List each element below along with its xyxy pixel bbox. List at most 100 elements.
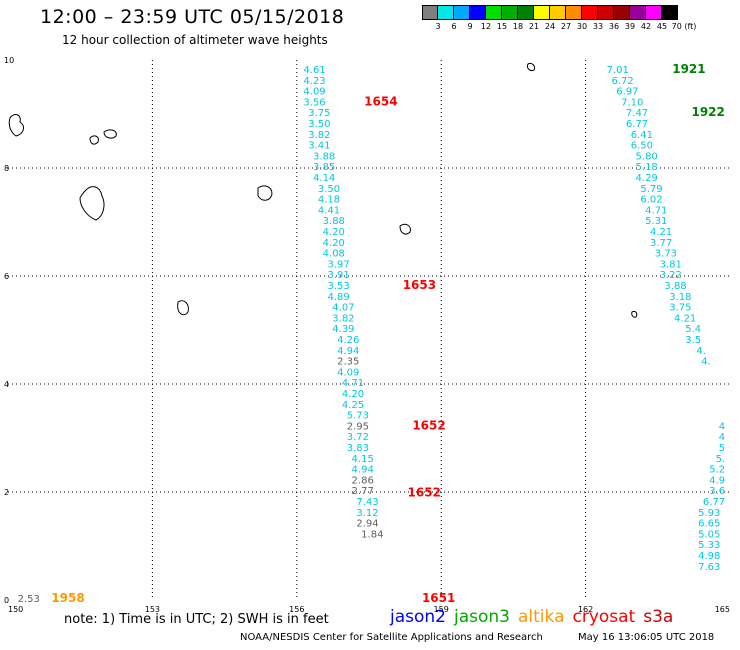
- wave-height-value: 5.: [716, 454, 726, 465]
- wave-height-value: 4.94: [352, 465, 374, 476]
- legend-swatch: [582, 5, 598, 20]
- x-tick-label: 153: [145, 605, 160, 614]
- legend-swatch: [550, 5, 566, 20]
- island-outline: [631, 311, 638, 318]
- wave-height-value: 6.41: [631, 130, 653, 141]
- island-outline: [177, 300, 189, 316]
- mission-jason3: jason3: [454, 607, 510, 627]
- mission-s3a: s3a: [643, 607, 674, 627]
- legend-swatch: [502, 5, 518, 20]
- legend-swatch: [662, 5, 678, 20]
- wave-height-value: 2.53: [18, 594, 40, 605]
- pass-time-labels: 1654 1653 1652 1652 1651 1921 1922 1958: [51, 62, 725, 605]
- wave-height-value: 5.2: [709, 465, 725, 476]
- island-outline: [89, 135, 99, 145]
- wave-height-value: 4.09: [303, 87, 325, 98]
- x-tick-label: 156: [289, 605, 304, 614]
- wave-height-value: 5.79: [640, 184, 662, 195]
- mission-jason2: jason2: [390, 607, 446, 627]
- wave-height-value: 6.02: [640, 195, 662, 206]
- color-scale-labels: 3 6 9 12 15 18 21 24 27 30 33 36 39 42 45 70 (ft): [422, 22, 740, 34]
- wave-height-value: 5.05: [698, 529, 720, 540]
- wave-height-value: 4.15: [352, 454, 374, 465]
- mission-cryosat: cryosat: [572, 607, 636, 627]
- x-tick-label: 159: [434, 605, 449, 614]
- wave-height-value: 4.20: [342, 389, 364, 400]
- wave-height-value: 3.82: [332, 313, 354, 324]
- axis-tick-labels: 150 153 156 159 162 165 0 2 4 6 8 10: [4, 56, 730, 614]
- legend-swatch: [566, 5, 582, 20]
- legend-label: 12: [480, 22, 492, 31]
- pass-time-label: 1958: [51, 591, 84, 605]
- island-outline: [257, 185, 273, 201]
- wave-height-value: 4.23: [303, 76, 325, 87]
- pass-time-label: 1653: [403, 278, 436, 292]
- legend-swatch: [534, 5, 550, 20]
- wave-height-value: 6.65: [698, 519, 720, 530]
- color-scale-legend: [422, 5, 678, 20]
- legend-swatch: [614, 5, 630, 20]
- wave-height-value: 3.83: [347, 443, 369, 454]
- altimeter-tracks: 4.614.234.093.563.753.503.823.413.883.85…: [18, 65, 726, 605]
- x-tick-label: 165: [715, 605, 730, 614]
- legend-label: 27: [560, 22, 572, 31]
- wave-height-value: 4.39: [332, 324, 354, 335]
- wave-height-value: 4.20: [323, 227, 345, 238]
- pass-time-label: 1652: [412, 418, 445, 432]
- wave-height-value: 4.20: [323, 238, 345, 249]
- legend-label: 39: [624, 22, 636, 31]
- wave-height-value: 3.85: [313, 162, 335, 173]
- map-title: 12:00 – 23:59 UTC 05/15/2018: [40, 6, 345, 28]
- x-tick-label: 162: [578, 605, 593, 614]
- wave-height-value: 2.95: [347, 421, 369, 432]
- wave-height-value: 3.41: [308, 141, 330, 152]
- wave-height-value: 7.63: [698, 562, 720, 573]
- wave-height-value: 4.21: [674, 313, 696, 324]
- wave-height-value: 3.75: [308, 108, 330, 119]
- island-outline: [527, 63, 535, 71]
- y-tick-label: 2: [4, 488, 9, 497]
- wave-height-value: 5.18: [636, 162, 658, 173]
- legend-label: 15: [496, 22, 508, 31]
- wave-height-value: 5.4: [685, 324, 701, 335]
- legend-label: 18: [512, 22, 524, 31]
- legend-label: 70 (ft): [671, 22, 697, 31]
- pass-time-label: 1921: [672, 62, 705, 76]
- wave-height-value: 2.86: [352, 475, 374, 486]
- wave-height-value: 4.18: [318, 195, 340, 206]
- y-tick-label: 0: [4, 596, 9, 605]
- legend-label: 45: [656, 22, 668, 31]
- wave-height-value: 4.94: [337, 346, 359, 357]
- timestamp-text: May 16 13:06:05 UTC 2018: [578, 632, 715, 643]
- wave-height-value: 3.88: [664, 281, 686, 292]
- wave-height-value: 7.10: [621, 97, 643, 108]
- wave-height-value: 4.21: [650, 227, 672, 238]
- y-tick-label: 4: [4, 380, 9, 389]
- legend-swatch: [486, 5, 502, 20]
- island-outline: [79, 186, 105, 221]
- wave-height-value: 7.01: [607, 65, 629, 76]
- wave-height-value: 3.82: [308, 130, 330, 141]
- legend-swatch: [630, 5, 646, 20]
- wave-height-value: 2.94: [356, 519, 378, 530]
- wave-height-value: 4.08: [323, 249, 345, 260]
- wave-height-value: 7.43: [356, 497, 378, 508]
- wave-height-value: 3.88: [313, 151, 335, 162]
- legend-swatch: [518, 5, 534, 20]
- legend-swatch: [438, 5, 454, 20]
- wave-height-value: 6.97: [616, 87, 638, 98]
- legend-swatch: [422, 5, 438, 20]
- y-tick-label: 10: [4, 56, 14, 65]
- wave-height-value: 4.71: [342, 378, 364, 389]
- legend-label: 33: [592, 22, 604, 31]
- wave-height-value: 3.50: [318, 184, 340, 195]
- wave-height-value: 4.09: [337, 367, 359, 378]
- wave-height-value: 3.56: [303, 97, 325, 108]
- wave-height-value: 4.25: [342, 400, 364, 411]
- wave-height-value: 6.72: [611, 76, 633, 87]
- footnote: note: 1) Time is in UTC; 2) SWH is in fe…: [64, 612, 329, 627]
- pass-time-label: 1651: [422, 591, 455, 605]
- map-subtitle: 12 hour collection of altimeter wave hei…: [62, 33, 328, 47]
- wave-height-value: 3.77: [650, 238, 672, 249]
